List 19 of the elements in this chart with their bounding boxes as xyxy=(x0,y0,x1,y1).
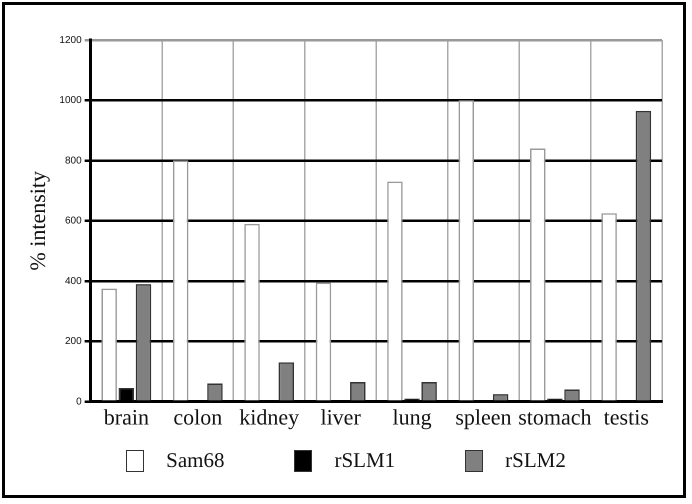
y-tick-label: 0 xyxy=(76,396,82,408)
x-tick-label: lung xyxy=(392,404,432,430)
x-tick-label: kidney xyxy=(239,404,300,430)
y-tick-label: 200 xyxy=(64,336,82,348)
legend-label: rSLM2 xyxy=(505,448,566,473)
x-tick-label: colon xyxy=(173,404,222,430)
text: Sam68 xyxy=(166,448,224,473)
y-tick-label: 400 xyxy=(64,276,82,287)
y-tick-label: 800 xyxy=(64,155,82,166)
y-tick-label: 600 xyxy=(64,216,82,227)
legend-label: rSLM1 xyxy=(334,448,396,473)
y-tick-label: 1000 xyxy=(59,95,82,106)
x-tick-label: liver xyxy=(320,404,362,430)
x-tick-label: testis xyxy=(604,404,649,430)
x-tick-label: stomach xyxy=(518,404,592,430)
x-tick-label: spleen xyxy=(455,404,512,430)
y-axis-title: % intensity xyxy=(24,170,50,271)
y-tick-label: 1200 xyxy=(59,34,82,46)
x-tick-label: brain xyxy=(104,404,149,430)
